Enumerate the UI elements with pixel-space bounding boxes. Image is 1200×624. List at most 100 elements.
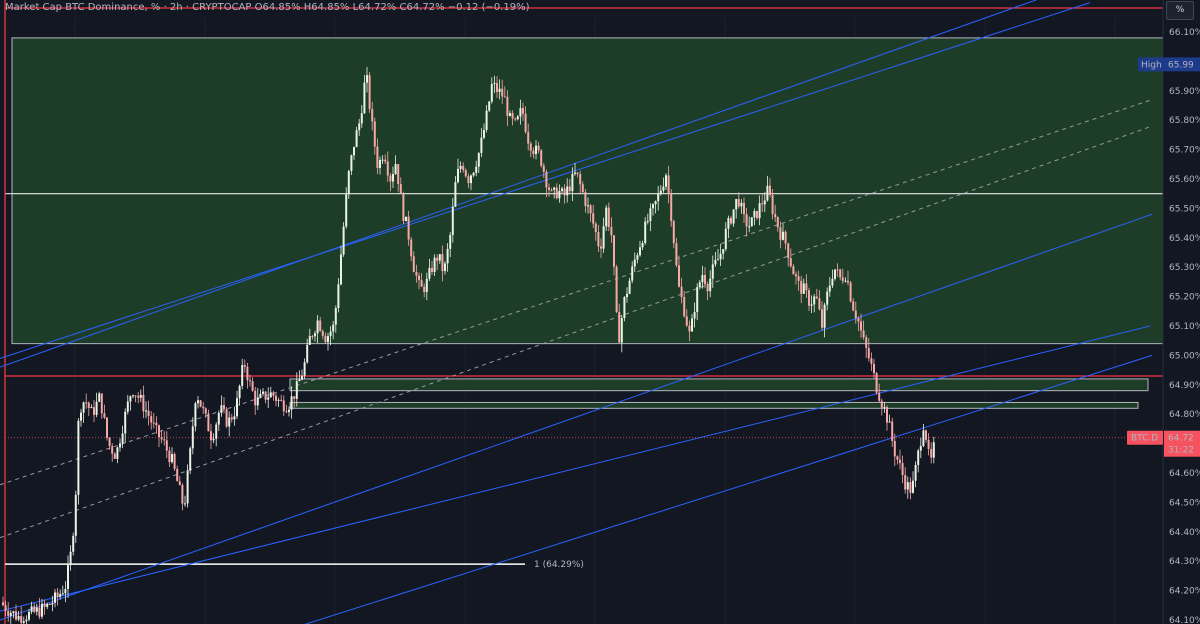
price-tick-label: 65.80%	[1169, 116, 1200, 126]
candle-body	[446, 248, 449, 264]
candle-body	[51, 602, 54, 605]
candle-body	[186, 470, 189, 504]
candle-body	[839, 269, 842, 278]
candle-body	[152, 422, 155, 424]
candle-body	[644, 221, 647, 243]
candle-body	[477, 152, 480, 167]
candle-body	[823, 304, 826, 328]
candle-body	[600, 246, 602, 249]
candle-body	[888, 421, 891, 423]
price-tick-label: 64.10%	[1169, 616, 1200, 624]
candle-body	[87, 402, 90, 408]
percent-scale-button[interactable]: %	[1166, 1, 1194, 20]
candle-body	[288, 409, 290, 413]
candle-body	[74, 494, 77, 536]
candle-body	[818, 298, 821, 310]
candle-body	[576, 172, 579, 175]
high-value-tag	[1164, 57, 1200, 72]
candle-body	[784, 231, 787, 244]
price-tick-label: 65.40%	[1169, 234, 1200, 244]
candle-body	[215, 424, 218, 439]
candle-body	[680, 286, 683, 298]
candle-body	[493, 83, 496, 85]
candle-body	[519, 108, 522, 117]
candle-body	[657, 193, 660, 202]
candle-body	[501, 88, 504, 97]
candle-body	[740, 202, 743, 207]
candle-body	[639, 247, 641, 256]
candle-body	[324, 335, 327, 343]
candle-body	[688, 325, 691, 332]
candle-body	[636, 255, 639, 260]
candle-body	[100, 393, 103, 414]
candle-body	[511, 113, 514, 119]
price-tick-label: 64.30%	[1169, 557, 1200, 567]
candle-body	[758, 203, 761, 219]
candle-body	[545, 171, 548, 188]
candle-body	[901, 463, 904, 476]
candle-body	[241, 365, 244, 386]
candle-body	[470, 175, 472, 184]
last-price-value: 64.72	[1168, 434, 1194, 444]
candle-body	[735, 199, 738, 210]
candle-body	[701, 274, 704, 283]
candle-body	[106, 417, 108, 438]
candle-body	[662, 186, 665, 191]
candle-body	[441, 254, 444, 272]
candle-body	[48, 604, 51, 606]
candle-body	[743, 202, 745, 215]
candle-body	[256, 397, 259, 406]
candle-body	[163, 439, 166, 441]
candle-body	[202, 406, 205, 409]
candle-body	[891, 421, 894, 441]
candle-body	[444, 263, 446, 272]
candle-body	[480, 137, 483, 153]
candle-body	[25, 619, 28, 622]
candle-body	[384, 159, 387, 162]
candle-body	[774, 213, 777, 218]
candle-body	[815, 296, 818, 299]
candle-body	[537, 145, 540, 151]
candle-body	[293, 396, 296, 399]
candle-body	[438, 254, 441, 261]
candle-body	[761, 203, 764, 205]
candle-body	[238, 385, 241, 399]
candle-body	[337, 284, 340, 308]
candle-body	[12, 611, 15, 614]
candle-body	[64, 588, 67, 594]
price-axis[interactable]: 66.10%66.00%65.90%65.80%65.70%65.60%65.5…	[1162, 0, 1200, 624]
candle-body	[615, 266, 618, 312]
candle-body	[142, 395, 145, 412]
candle-body	[103, 413, 106, 418]
candle-body	[646, 221, 649, 223]
candle-body	[90, 407, 93, 409]
candle-body	[776, 217, 779, 228]
candle-body	[124, 411, 127, 434]
candle-body	[160, 437, 163, 440]
candle-body	[631, 266, 634, 281]
candle-body	[574, 172, 576, 174]
candle-body	[717, 259, 719, 261]
candle-body	[38, 607, 41, 617]
candle-body	[763, 200, 766, 205]
candle-body	[826, 291, 829, 305]
candle-body	[197, 400, 199, 404]
candle-body	[633, 259, 636, 267]
candle-body	[319, 320, 322, 332]
candle-body	[899, 459, 901, 464]
candle-body	[490, 84, 493, 102]
candle-body	[475, 166, 478, 173]
candle-body	[30, 606, 33, 612]
candle-body	[750, 217, 753, 227]
candle-body	[46, 604, 49, 607]
price-tick-label: 65.60%	[1169, 175, 1200, 185]
candle-body	[927, 439, 930, 450]
candle-body	[719, 253, 722, 260]
candle-body	[225, 409, 228, 427]
candle-body	[579, 174, 582, 185]
symbol-tag	[1127, 430, 1163, 445]
candle-body	[259, 393, 262, 398]
candle-body	[251, 381, 254, 391]
candle-body	[15, 611, 17, 620]
